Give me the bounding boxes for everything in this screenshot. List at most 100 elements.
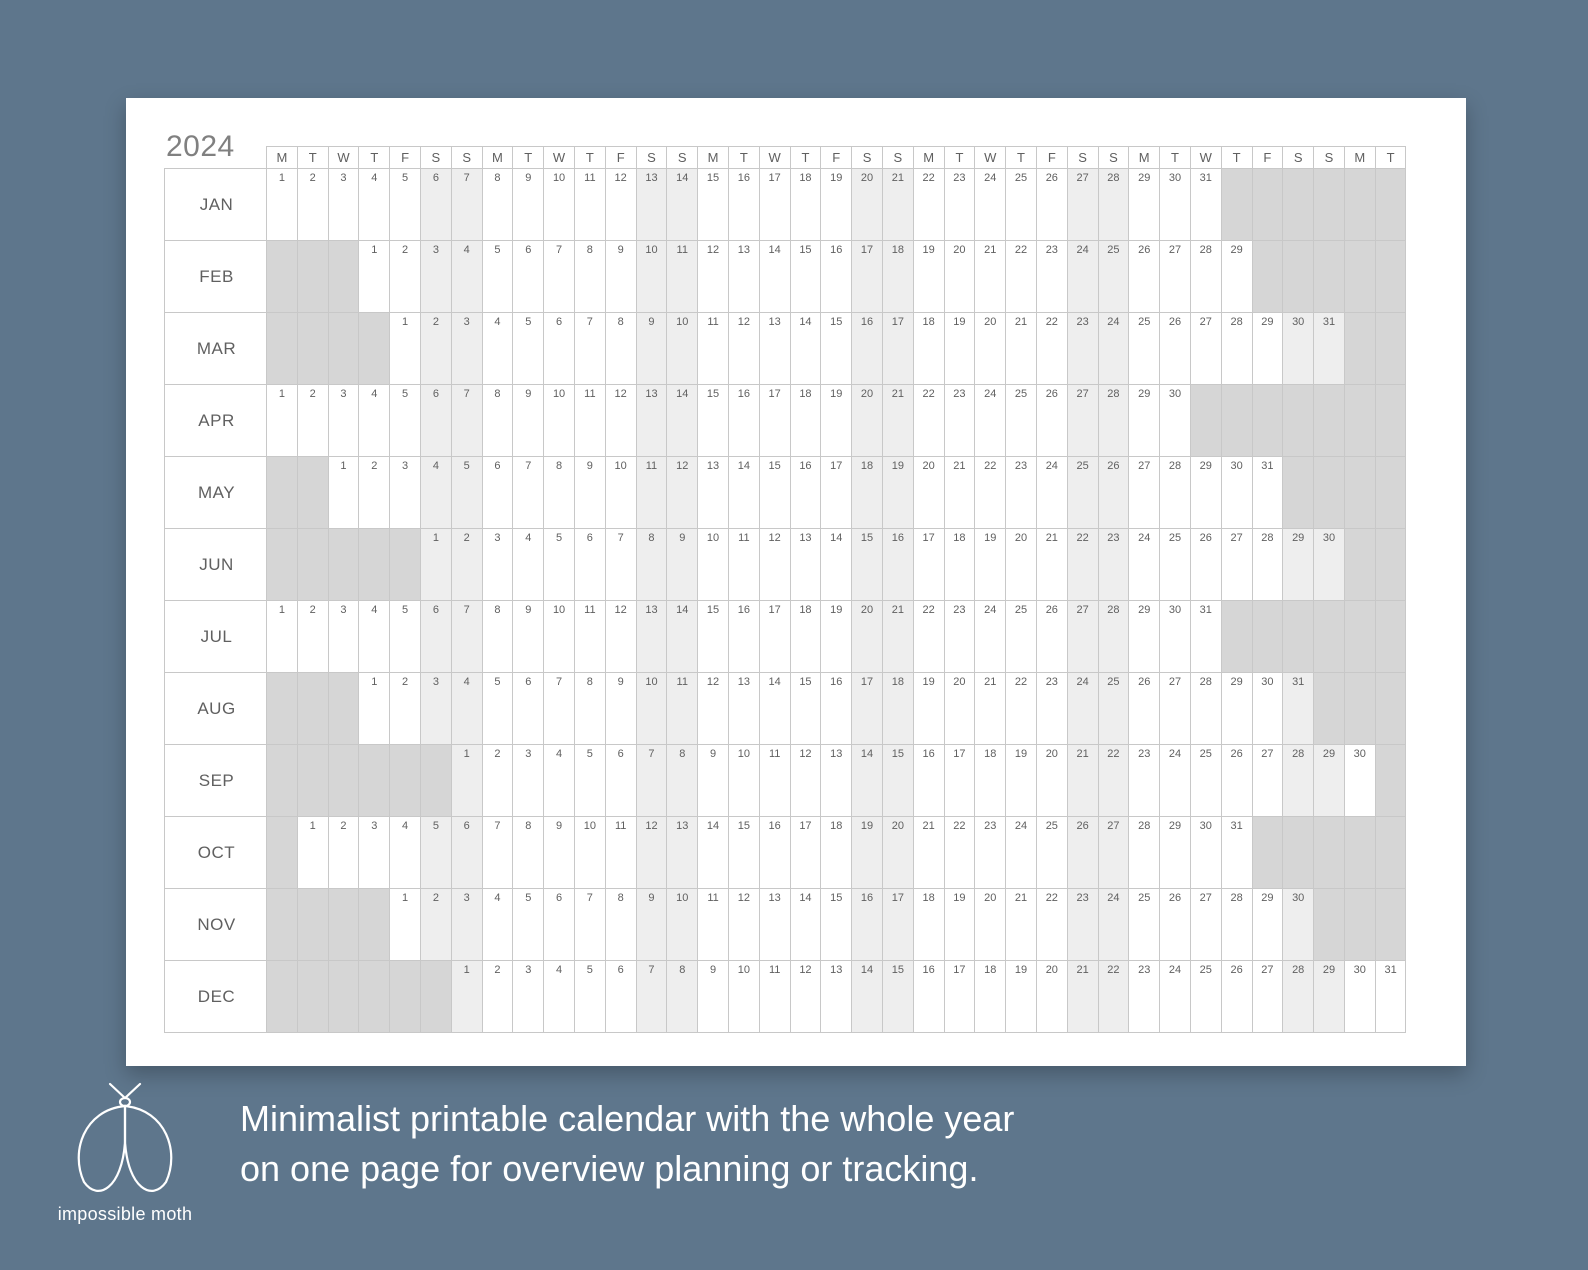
day-cell: 5 [390,601,421,673]
day-header: T [574,147,605,169]
day-cell: 25 [1006,169,1037,241]
day-header: W [975,147,1006,169]
day-cell [1344,817,1375,889]
day-cell: 13 [759,889,790,961]
day-cell: 22 [1067,529,1098,601]
day-cell: 31 [1252,457,1283,529]
day-cell: 24 [1006,817,1037,889]
month-row: DEC1234567891011121314151617181920212223… [165,961,1406,1033]
day-cell [1283,601,1314,673]
day-cell: 16 [821,241,852,313]
day-cell [1375,457,1406,529]
day-header: W [1190,147,1221,169]
day-cell: 13 [667,817,698,889]
day-cell [1344,673,1375,745]
day-cell: 19 [882,457,913,529]
day-cell: 24 [975,385,1006,457]
day-cell: 2 [328,817,359,889]
day-cell [267,745,298,817]
day-cell: 5 [451,457,482,529]
day-cell: 30 [1221,457,1252,529]
day-cell: 7 [513,457,544,529]
month-row: AUG1234567891011121314151617181920212223… [165,673,1406,745]
day-cell [1283,241,1314,313]
day-cell [297,313,328,385]
day-cell: 25 [1129,889,1160,961]
day-cell: 5 [574,961,605,1033]
day-cell: 31 [1190,169,1221,241]
day-cell: 25 [1067,457,1098,529]
month-row: NOV1234567891011121314151617181920212223… [165,889,1406,961]
day-cell [1221,601,1252,673]
day-cell: 24 [1036,457,1067,529]
day-cell: 12 [790,961,821,1033]
day-header: T [359,147,390,169]
day-cell: 8 [605,313,636,385]
day-cell: 2 [297,601,328,673]
day-cell: 22 [1036,313,1067,385]
day-cell [1221,385,1252,457]
day-cell: 30 [1190,817,1221,889]
day-cell: 19 [913,673,944,745]
day-cell: 23 [1067,313,1098,385]
day-cell: 27 [1160,673,1191,745]
day-cell: 11 [728,529,759,601]
day-cell: 3 [513,961,544,1033]
day-cell: 18 [821,817,852,889]
month-label: SEP [165,745,267,817]
calendar-page: 2024 MTWTFSSMTWTFSSMTWTFSSMTWTFSSMTWTFSS… [126,98,1466,1066]
day-cell: 24 [975,169,1006,241]
day-cell: 17 [944,745,975,817]
day-cell: 3 [451,889,482,961]
day-cell: 22 [975,457,1006,529]
caption-line-2: on one page for overview planning or tra… [240,1144,1440,1194]
day-cell: 3 [328,169,359,241]
day-cell: 2 [390,673,421,745]
day-cell: 28 [1098,601,1129,673]
month-row: APR1234567891011121314151617181920212223… [165,385,1406,457]
day-header: S [1314,147,1345,169]
day-cell [1375,889,1406,961]
day-cell: 30 [1344,745,1375,817]
month-row: OCT1234567891011121314151617181920212223… [165,817,1406,889]
day-cell: 5 [544,529,575,601]
day-cell: 6 [420,601,451,673]
day-cell: 3 [328,385,359,457]
day-cell: 20 [1006,529,1037,601]
day-cell [1314,169,1345,241]
day-cell: 9 [513,601,544,673]
day-cell: 7 [451,601,482,673]
day-header: W [759,147,790,169]
day-cell: 25 [1098,673,1129,745]
day-cell: 20 [852,169,883,241]
day-cell: 27 [1160,241,1191,313]
day-cell: 8 [636,529,667,601]
day-cell: 18 [975,745,1006,817]
day-cell: 27 [1190,313,1221,385]
day-cell: 21 [1067,745,1098,817]
day-cell: 26 [1160,889,1191,961]
day-cell: 9 [698,961,729,1033]
day-cell: 14 [852,745,883,817]
day-cell [1252,385,1283,457]
day-cell: 19 [1006,745,1037,817]
day-cell: 23 [1036,673,1067,745]
day-cell: 18 [944,529,975,601]
day-cell: 11 [667,673,698,745]
day-header: M [1129,147,1160,169]
day-cell: 29 [1283,529,1314,601]
day-cell: 28 [1252,529,1283,601]
day-cell: 6 [451,817,482,889]
day-cell [1375,601,1406,673]
day-cell [1375,673,1406,745]
day-cell: 3 [359,817,390,889]
day-cell: 28 [1283,961,1314,1033]
day-cell: 5 [390,169,421,241]
day-cell: 18 [882,673,913,745]
day-cell: 27 [1067,385,1098,457]
day-cell: 16 [852,313,883,385]
day-cell: 12 [605,601,636,673]
day-cell: 3 [328,601,359,673]
day-cell: 24 [1098,889,1129,961]
day-cell: 21 [1006,313,1037,385]
